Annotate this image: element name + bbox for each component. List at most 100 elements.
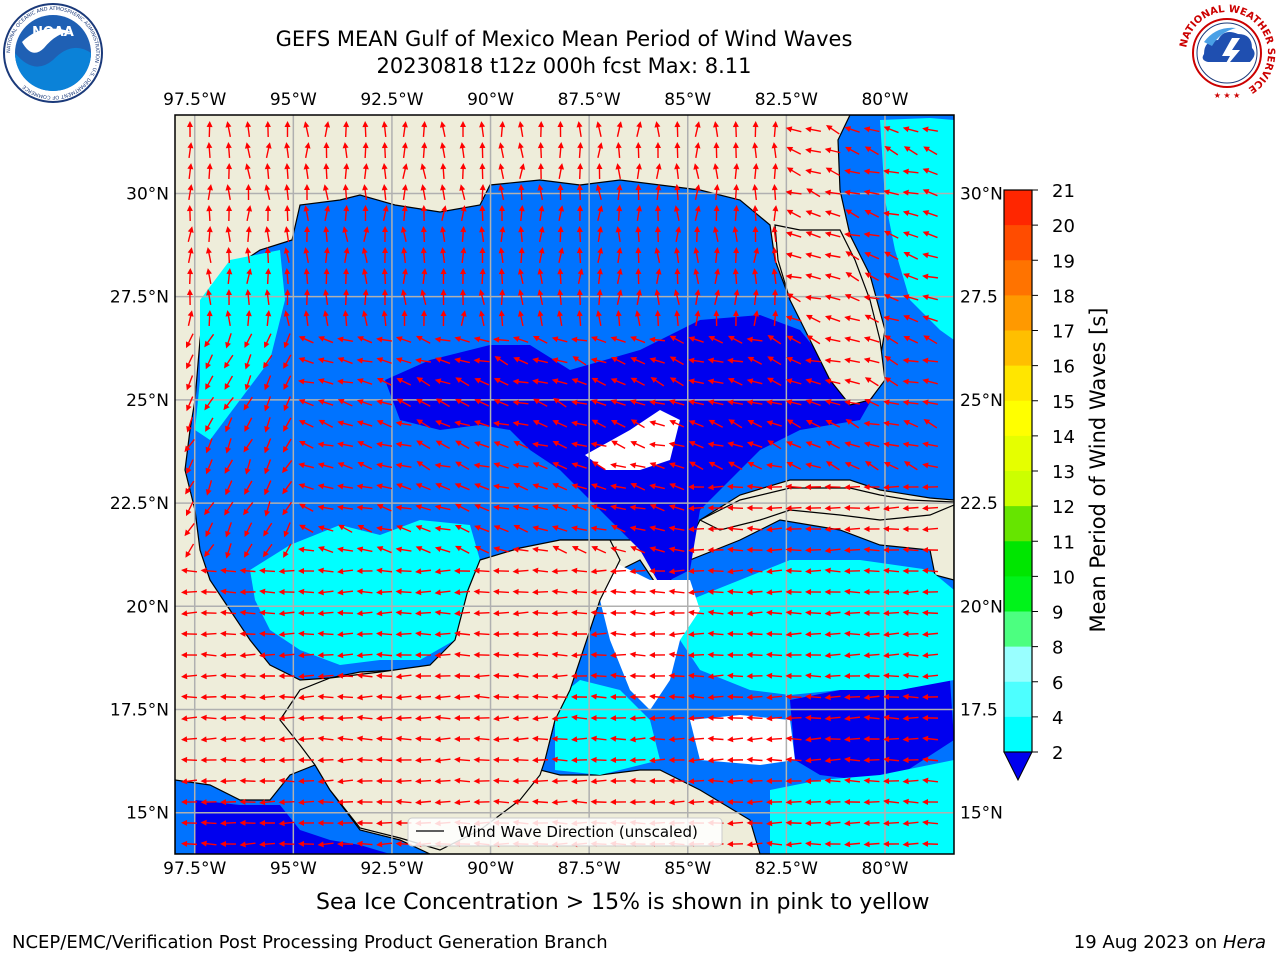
wind-arrow (708, 419, 724, 428)
wind-arrow (635, 268, 642, 285)
wind-arrow (298, 673, 315, 680)
wind-arrow (244, 522, 253, 538)
wind-arrow (343, 205, 350, 222)
wind-arrow (532, 673, 549, 680)
wind-arrow (844, 652, 861, 659)
wind-arrow (282, 460, 293, 474)
wind-arrow (636, 289, 643, 306)
lon-label-bottom: 97.5°W (163, 859, 226, 879)
wind-arrow (363, 226, 370, 242)
wind-arrow (402, 268, 408, 285)
wind-arrow (343, 121, 350, 138)
wind-arrow (630, 357, 646, 365)
wind-arrow (395, 504, 412, 511)
axis-labels: 97.5°W 97.5°W 95°W 95°W 92.5°W 92.5°W 90°W 90°W… (110, 90, 1003, 879)
wind-arrow (727, 736, 744, 743)
wind-arrow (204, 501, 215, 516)
wind-arrow (551, 588, 568, 595)
wind-arrow (576, 184, 583, 201)
wind-arrow (264, 333, 272, 349)
wind-arrow (343, 289, 350, 306)
wind-arrow (805, 210, 821, 218)
wind-arrow (610, 504, 626, 511)
wind-arrow (396, 398, 411, 407)
wind-arrow (532, 715, 549, 722)
wind-arrow (317, 778, 334, 785)
wind-arrow (713, 163, 719, 180)
wind-arrow (206, 289, 212, 306)
wind-arrow (786, 146, 802, 155)
wind-arrow (630, 441, 646, 449)
wind-arrow (805, 820, 822, 827)
wind-arrow (459, 184, 466, 200)
wind-arrow (863, 231, 880, 238)
wind-arrow (590, 357, 607, 364)
wind-arrow (376, 672, 393, 679)
wind-arrow (337, 693, 354, 700)
wind-arrow (902, 126, 919, 133)
wind-arrow (284, 121, 291, 138)
wind-arrow (434, 799, 451, 806)
wind-arrow (259, 588, 276, 595)
wind-arrow (922, 777, 939, 784)
lat-label-right: 17.5 (960, 701, 998, 721)
wind-arrow (630, 377, 646, 386)
wind-arrow (694, 184, 701, 200)
wind-arrow (649, 673, 666, 680)
wind-arrow (205, 522, 214, 538)
wind-arrow (381, 184, 388, 201)
wind-arrow (615, 226, 622, 243)
wind-arrow (323, 226, 330, 243)
wind-arrow (513, 357, 529, 365)
wind-arrow (303, 205, 310, 222)
wind-arrow (805, 357, 822, 364)
wind-arrow (243, 438, 253, 453)
wind-arrow (590, 651, 607, 658)
wind-arrow (284, 268, 291, 285)
wind-arrow (537, 184, 544, 201)
wind-arrow (785, 399, 802, 406)
wind-arrow (883, 756, 900, 763)
wind-arrow (440, 163, 447, 180)
wind-arrow (382, 205, 389, 221)
wind-arrow (863, 841, 880, 848)
wind-arrow (785, 778, 802, 785)
wind-arrow (401, 205, 408, 222)
wind-arrow (863, 357, 880, 364)
wind-arrow (474, 399, 490, 407)
wind-arrow (786, 209, 802, 218)
wind-arrow (434, 694, 451, 701)
chart-subtitle: 20230818 t12z 000h fcst Max: 8.11 (376, 54, 752, 78)
wind-arrow (259, 609, 276, 616)
wind-arrow (845, 251, 860, 261)
wind-arrow (512, 610, 529, 617)
wind-arrow (376, 715, 393, 722)
wind-arrow (713, 247, 720, 264)
wind-arrow (186, 459, 194, 475)
wind-arrow (186, 396, 194, 412)
wind-arrow (415, 357, 432, 364)
wind-arrow (181, 799, 198, 806)
wind-arrow (654, 247, 661, 263)
wind-arrow (668, 525, 685, 532)
wind-arrow (674, 268, 681, 285)
colorbar-cell (1004, 225, 1032, 261)
colorbar-cell (1004, 716, 1032, 753)
wind-arrow (454, 357, 470, 364)
wind-arrow (416, 377, 431, 387)
wind-arrow (479, 163, 486, 180)
wind-arrow (824, 526, 841, 533)
wind-arrow (786, 357, 802, 365)
wind-arrow (382, 247, 389, 264)
wind-arrow (805, 757, 822, 764)
map-frame (174, 114, 955, 855)
wind-arrow (694, 121, 701, 137)
wind-arrow (746, 441, 763, 448)
wind-arrow (278, 840, 295, 847)
wind-arrow (259, 567, 276, 574)
wind-arrow (283, 543, 292, 558)
wind-arrow (863, 736, 880, 743)
wind-arrow (298, 567, 315, 574)
wind-arrow (244, 163, 251, 179)
wind-arrow (337, 840, 354, 847)
